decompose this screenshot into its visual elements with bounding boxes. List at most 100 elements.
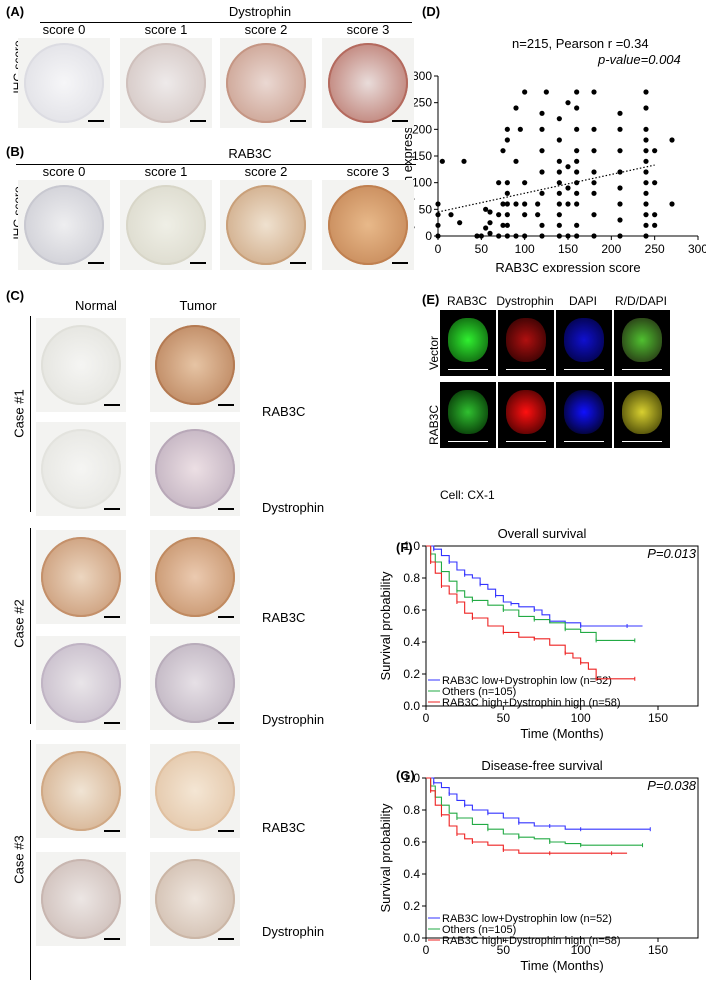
scatter-point — [535, 201, 541, 207]
c-normal-5-panel — [36, 852, 126, 946]
scatter-point — [535, 212, 541, 218]
a-score-label-3: score 3 — [346, 22, 390, 37]
b-score0-core — [24, 185, 104, 265]
c-normal-2-scale-bar — [104, 616, 120, 618]
km-y-tick-label: 1.0 — [403, 771, 420, 785]
scatter-point — [435, 212, 441, 218]
c-tumor-0-core — [155, 325, 235, 405]
km-y-tick-label: 0.6 — [403, 603, 420, 617]
e-scale-0-2 — [564, 369, 604, 370]
scatter-point — [669, 137, 675, 143]
b-score-label-3: score 3 — [346, 164, 390, 179]
km-dfs-chart: Disease-free survival P=0.038 0.0 0.2 0.4 0.6… — [378, 758, 699, 973]
c-tumor-1-core — [155, 429, 235, 509]
x-tick-label: 150 — [558, 242, 578, 256]
a-score-label-0: score 0 — [42, 22, 86, 37]
c-tumor-3-core — [155, 643, 235, 723]
scatter-point — [591, 169, 597, 175]
c-normal-5-scale-bar — [104, 938, 120, 940]
scatter-point — [500, 148, 506, 154]
scatter-point — [574, 126, 580, 132]
scatter-point — [556, 116, 562, 122]
scatter-point — [556, 158, 562, 164]
km-x-tick-label: 50 — [497, 943, 511, 957]
scatter-point — [500, 222, 506, 228]
panel-f-label: (F) — [396, 540, 413, 555]
a-score0-scale-bar — [88, 120, 104, 122]
scatter-point — [617, 185, 623, 191]
panel-d-annot2: p-value=0.004 — [598, 52, 681, 67]
km-x-label: Time (Months) — [520, 726, 603, 741]
scatter-point — [556, 222, 562, 228]
panel-b-title: RAB3C — [228, 146, 272, 161]
e-scale-0-0 — [448, 369, 488, 370]
c-normal-2-panel — [36, 530, 126, 624]
a-score2-core — [226, 43, 306, 123]
scatter-point — [435, 201, 441, 207]
scatter-point — [652, 222, 658, 228]
scatter-point — [652, 148, 658, 154]
scatter-chart: 0 50 100 150 200 250 300 0 50 100 150 200 250 300 RAB3… — [400, 69, 706, 272]
scatter-point — [643, 222, 649, 228]
scatter-point — [539, 110, 545, 116]
scatter-point — [461, 158, 467, 164]
scatter-point — [643, 137, 649, 143]
c-tumor-1-scale-bar — [218, 508, 234, 510]
scatter-point — [643, 126, 649, 132]
e-img-1-2 — [556, 382, 612, 448]
c-marker-2: Dystrophin — [262, 500, 325, 515]
b-score3-scale-bar — [392, 262, 408, 264]
scatter-point — [474, 233, 480, 239]
c-tumor-5-core — [155, 859, 235, 939]
x-tick-label: 200 — [601, 242, 621, 256]
b-score0-panel — [18, 180, 110, 270]
scatter-point — [591, 180, 597, 186]
scatter-point — [496, 212, 502, 218]
scatter-point — [591, 190, 597, 196]
x-axis-label: RAB3C expression score — [495, 260, 640, 272]
c-normal-1-core — [41, 429, 121, 509]
c-tumor-4-core — [155, 751, 235, 831]
scatter-point — [617, 126, 623, 132]
km-y-tick-label: 0.4 — [403, 867, 420, 881]
scatter-point — [556, 137, 562, 143]
a-score1-scale-bar — [190, 120, 206, 122]
scatter-point — [522, 201, 528, 207]
c-tumor-4-panel — [150, 744, 240, 838]
b-score1-panel — [120, 180, 212, 270]
e-cell-1-0 — [448, 390, 488, 434]
scatter-point — [504, 201, 510, 207]
km-x-tick-label: 150 — [648, 943, 668, 957]
scatter-point — [574, 222, 580, 228]
scatter-point — [643, 212, 649, 218]
a-score-label-1: score 1 — [144, 22, 188, 37]
case1-label: Case #1 — [11, 389, 27, 438]
km-pvalue: P=0.013 — [647, 546, 697, 561]
e-cell-1-3 — [622, 390, 662, 434]
km-legend-label: RAB3C low+Dystrophin low (n=52) — [442, 675, 612, 687]
e-cell-0-0 — [448, 318, 488, 362]
e-scale-1-0 — [448, 441, 488, 442]
case1-bracket — [30, 316, 31, 512]
e-col-2: DAPI — [568, 294, 597, 308]
scatter-point — [513, 233, 519, 239]
scatter-point — [457, 220, 463, 226]
a-score3-scale-bar — [392, 120, 408, 122]
e-cell-1-2 — [564, 390, 604, 434]
km-x-tick-label: 100 — [571, 943, 591, 957]
scatter-point — [504, 137, 510, 143]
scatter-point — [487, 230, 493, 236]
scatter-point — [496, 233, 502, 239]
km-title: Overall survival — [498, 526, 587, 541]
c-marker-1: RAB3C — [262, 404, 306, 419]
e-col-0: RAB3C — [446, 294, 487, 308]
km-pvalue: P=0.038 — [647, 778, 697, 793]
b-score2-scale-bar — [290, 262, 306, 264]
scatter-point — [539, 169, 545, 175]
scatter-point — [483, 225, 489, 231]
km-x-tick-label: 150 — [648, 711, 668, 725]
scatter-point — [669, 201, 675, 207]
scatter-point — [643, 89, 649, 95]
a-score1-core — [126, 43, 206, 123]
c-tumor-3-panel — [150, 636, 240, 730]
